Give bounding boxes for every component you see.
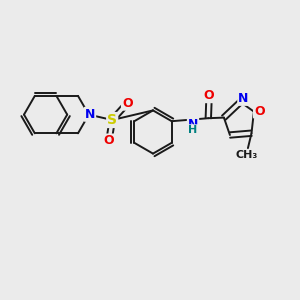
Text: O: O [204,89,214,102]
Text: N: N [188,118,198,131]
Text: O: O [122,97,133,110]
Text: CH₃: CH₃ [235,150,257,160]
Text: N: N [85,108,95,121]
Text: S: S [107,113,117,127]
Text: N: N [238,92,249,105]
Text: O: O [103,134,114,148]
Text: H: H [188,125,198,135]
Text: O: O [254,104,265,118]
